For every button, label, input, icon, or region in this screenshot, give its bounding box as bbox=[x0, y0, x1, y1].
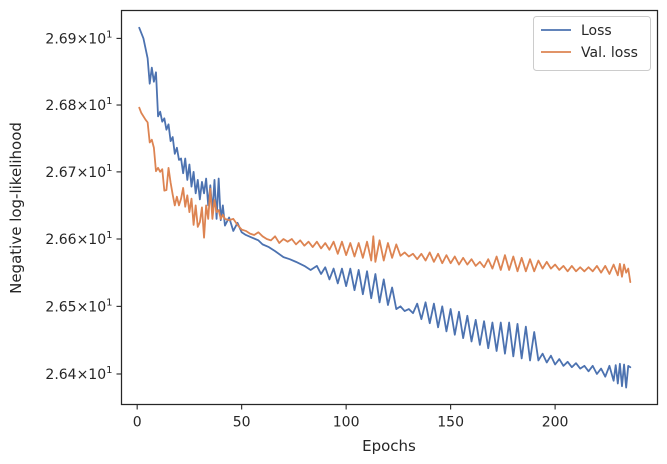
y-tick-label: 2.67×101 bbox=[45, 163, 112, 181]
x-axis-label: Epochs bbox=[362, 437, 416, 455]
x-tick-label: 200 bbox=[542, 415, 569, 431]
x-tick-label: 0 bbox=[133, 415, 142, 431]
series-layer bbox=[138, 26, 632, 389]
legend-label-val-loss: Val. loss bbox=[581, 45, 638, 61]
series-line-val-loss bbox=[138, 106, 632, 283]
x-tick-label: 50 bbox=[233, 415, 251, 431]
x-tick-label: 100 bbox=[333, 415, 360, 431]
y-tick-label: 2.68×101 bbox=[45, 96, 112, 114]
y-tick-label: 2.69×101 bbox=[45, 29, 112, 47]
series-line-loss bbox=[138, 26, 632, 389]
x-tick-label: 150 bbox=[437, 415, 464, 431]
y-axis: 2.64×101 2.65×101 2.66×101 2.67×101 2.68×101… bbox=[45, 29, 122, 383]
legend-label-loss: Loss bbox=[581, 23, 612, 39]
legend: Loss Val. loss bbox=[533, 16, 651, 71]
y-tick-label: 2.65×101 bbox=[45, 297, 112, 315]
y-tick-label: 2.64×101 bbox=[45, 365, 112, 383]
y-axis-label: Negative log-likelihood bbox=[7, 122, 25, 294]
y-tick-label: 2.66×101 bbox=[45, 230, 112, 248]
x-axis: 0 50 100 150 200 bbox=[133, 404, 569, 431]
